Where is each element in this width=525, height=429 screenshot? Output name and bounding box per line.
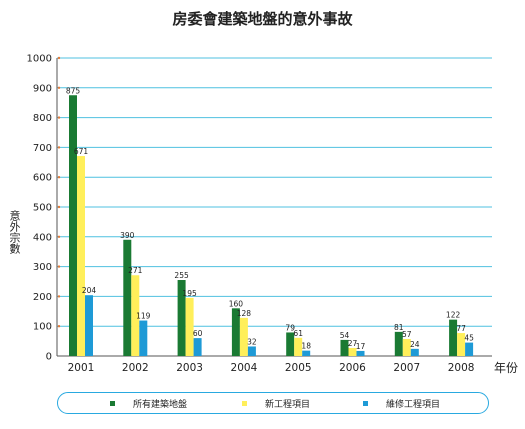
gridline-marker (57, 205, 61, 209)
bar (131, 275, 140, 356)
gridline-marker (57, 146, 61, 149)
gridline-marker (57, 295, 61, 298)
data-label: 271 (128, 266, 143, 275)
bar (465, 342, 474, 356)
bar (177, 280, 186, 356)
bar (356, 350, 365, 356)
bar (193, 338, 202, 356)
bar (139, 320, 148, 356)
x-tick-label: 2001 (68, 362, 95, 374)
x-tick-label: 2006 (339, 362, 366, 374)
y-axis-label: 意外宗數 (8, 210, 21, 254)
data-label: 27 (348, 339, 358, 348)
bar (340, 339, 349, 356)
legend-swatch (242, 401, 247, 406)
data-label: 79 (285, 323, 295, 332)
legend-item-new-works: 新工程項目 (242, 397, 310, 410)
bar (449, 319, 458, 356)
x-tick-label: 2005 (285, 362, 312, 374)
data-label: 671 (74, 147, 89, 156)
x-axis-label: 年份 (494, 361, 519, 375)
data-label: 204 (82, 286, 97, 295)
data-label: 60 (193, 329, 203, 338)
x-tick-label: 2004 (231, 362, 258, 374)
y-tick-label: 100 (33, 322, 52, 333)
data-label: 128 (237, 309, 252, 318)
bar (85, 295, 93, 356)
bar (69, 95, 77, 356)
data-label: 81 (394, 323, 404, 332)
y-tick-label: 300 (33, 262, 52, 273)
data-label: 77 (456, 324, 466, 333)
y-tick-label: 800 (33, 113, 52, 124)
data-label: 24 (410, 340, 420, 349)
x-tick-label: 2003 (176, 362, 203, 374)
y-tick-label: 600 (33, 173, 52, 184)
legend-swatch (363, 401, 368, 406)
legend-label: 新工程項目 (265, 400, 311, 410)
data-label: 18 (301, 342, 311, 351)
bar (294, 337, 303, 356)
data-label: 57 (402, 330, 412, 339)
y-tick-label: 900 (33, 83, 52, 94)
data-label: 160 (229, 299, 244, 308)
y-tick-label: 200 (33, 292, 52, 303)
legend-item-all-sites: 所有建築地盤 (110, 397, 187, 410)
bar (348, 347, 357, 356)
y-tick-label: 400 (33, 232, 52, 243)
gridline-marker (57, 325, 61, 328)
bar (77, 156, 85, 356)
data-label: 45 (464, 334, 474, 343)
bar (239, 317, 248, 356)
bar (302, 350, 311, 356)
data-label: 390 (120, 231, 135, 240)
bar (410, 348, 419, 356)
legend-label: 所有建築地盤 (133, 400, 188, 410)
data-label: 32 (247, 337, 257, 346)
bar (457, 333, 466, 356)
data-label: 875 (66, 86, 81, 95)
gridline-marker (57, 265, 61, 268)
chart-legend: 所有建築地盤 新工程項目 維修工程項目 (57, 392, 489, 414)
y-tick-label: 0 (46, 352, 52, 363)
bar (231, 308, 240, 356)
bar (394, 331, 403, 356)
x-tick-label: 2002 (122, 362, 149, 374)
legend-swatch (110, 401, 115, 406)
chart-title: 房委會建築地盤的意外事故 (172, 10, 353, 28)
gridline-marker (57, 116, 61, 119)
data-label: 17 (356, 342, 366, 351)
y-tick-label: 500 (33, 203, 52, 214)
bar (286, 332, 295, 356)
gridline-marker (57, 86, 61, 90)
gridline-marker (57, 56, 61, 60)
bar (402, 339, 411, 356)
x-tick-label: 2008 (448, 362, 475, 374)
data-label: 61 (293, 329, 303, 338)
bar (185, 297, 194, 356)
bar (247, 346, 256, 356)
gridline-marker (57, 235, 61, 238)
data-label: 255 (174, 271, 189, 280)
legend-item-maintenance: 維修工程項目 (363, 397, 440, 410)
legend-label: 維修工程項目 (386, 400, 441, 410)
data-label: 54 (340, 331, 350, 340)
data-label: 195 (182, 289, 197, 298)
y-tick-label: 1000 (27, 54, 52, 65)
data-label: 119 (136, 312, 151, 321)
gridline-marker (57, 176, 61, 179)
bar (123, 239, 132, 356)
y-tick-label: 700 (33, 143, 52, 154)
data-label: 122 (446, 311, 461, 320)
x-tick-label: 2007 (393, 362, 420, 374)
